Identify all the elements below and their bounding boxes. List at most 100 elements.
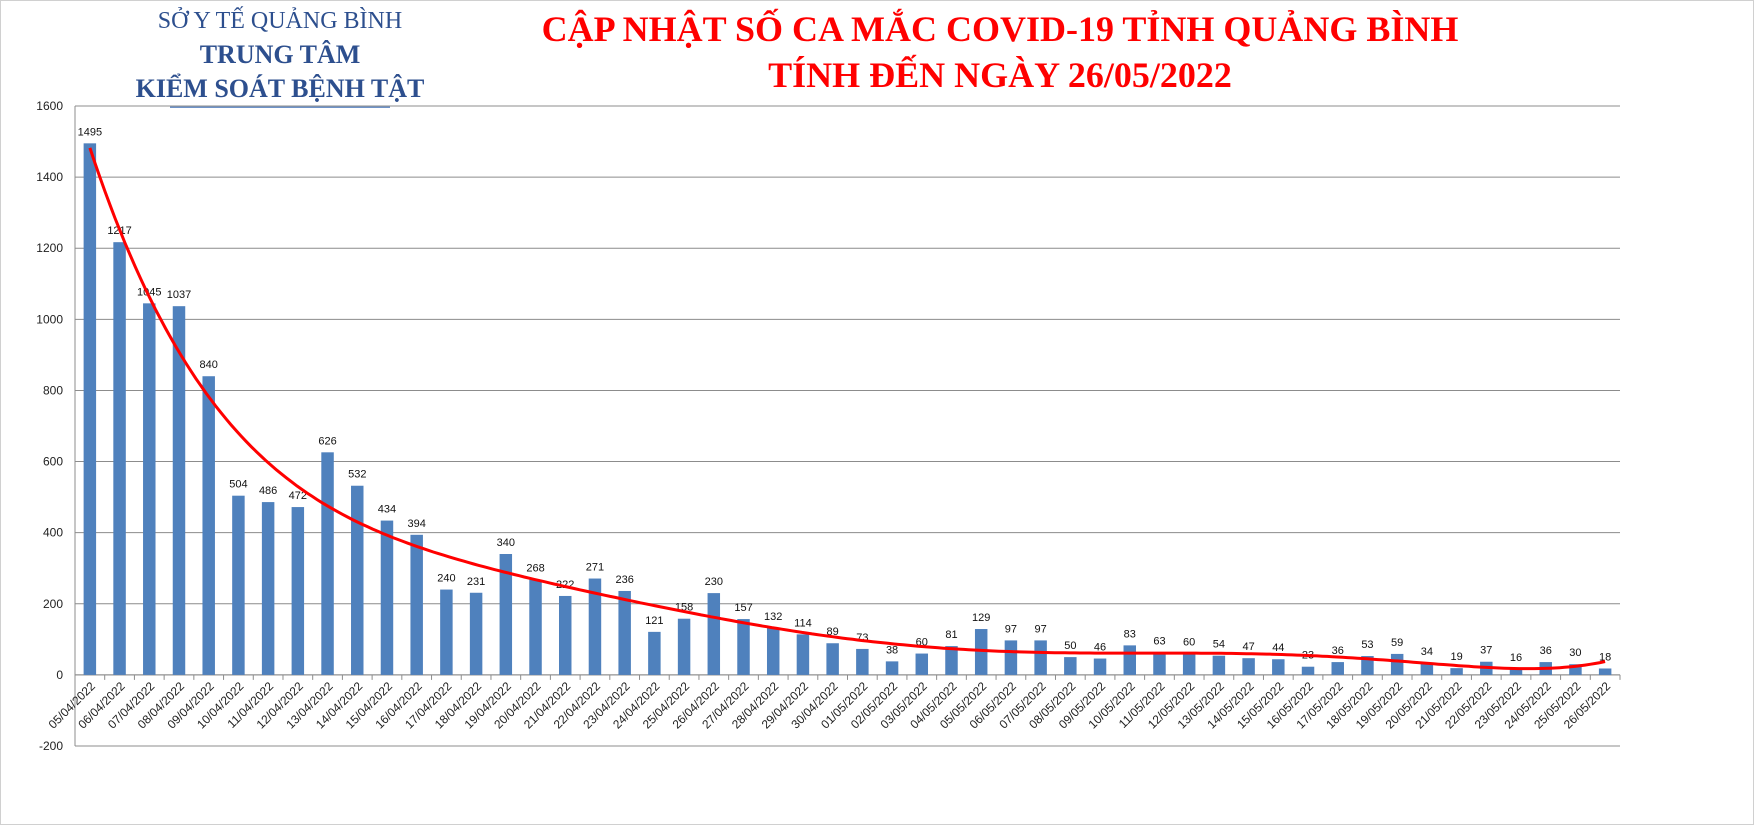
chart-title-line1: CẬP NHẬT SỐ CA MẮC COVID-19 TỈNH QUẢNG B… bbox=[541, 9, 1459, 49]
data-label: 472 bbox=[289, 490, 307, 502]
bar bbox=[677, 618, 691, 675]
data-label: 434 bbox=[378, 504, 396, 516]
bar bbox=[321, 452, 334, 675]
data-label: 59 bbox=[1391, 637, 1403, 649]
bar bbox=[974, 629, 988, 675]
y-tick-label: 400 bbox=[43, 526, 63, 540]
data-label: 46 bbox=[1094, 642, 1106, 654]
data-label: 53 bbox=[1361, 639, 1373, 651]
data-label: 63 bbox=[1153, 635, 1165, 647]
bar bbox=[915, 653, 929, 675]
data-label: 132 bbox=[764, 611, 782, 623]
y-tick-label: 0 bbox=[56, 668, 63, 682]
data-label: 60 bbox=[1183, 637, 1195, 649]
bar bbox=[856, 648, 869, 675]
data-label: 121 bbox=[645, 615, 663, 627]
bar bbox=[410, 534, 423, 675]
bar bbox=[1064, 657, 1077, 675]
data-label: 240 bbox=[437, 573, 455, 585]
data-label: 626 bbox=[318, 435, 336, 447]
data-label: 1045 bbox=[137, 286, 161, 298]
data-label: 486 bbox=[259, 485, 277, 497]
bar bbox=[1153, 652, 1166, 675]
bar bbox=[618, 590, 631, 675]
bar bbox=[1301, 666, 1315, 675]
data-label: 129 bbox=[972, 612, 990, 624]
org-center-name: KIỂM SOÁT BỆNH TẬT bbox=[135, 74, 425, 103]
bar bbox=[588, 578, 602, 675]
data-label: 44 bbox=[1272, 642, 1284, 654]
organization-block: SỞ Y TẾ QUẢNG BÌNH TRUNG TÂM KIỂM SOÁT B… bbox=[110, 4, 450, 108]
data-label: 236 bbox=[615, 574, 633, 586]
bar bbox=[499, 554, 513, 675]
data-label: 38 bbox=[886, 644, 898, 656]
y-tick-label: 600 bbox=[43, 455, 63, 469]
y-tick-label: 800 bbox=[43, 383, 63, 397]
data-label: 36 bbox=[1332, 645, 1344, 657]
bar bbox=[1182, 653, 1196, 675]
y-tick-label: 1000 bbox=[36, 312, 63, 326]
bar bbox=[1212, 655, 1226, 675]
bar bbox=[1331, 662, 1344, 675]
data-label: 19 bbox=[1450, 651, 1462, 663]
y-tick-label: 1200 bbox=[36, 241, 63, 255]
data-label: 340 bbox=[497, 537, 515, 549]
bar bbox=[885, 661, 899, 675]
bar bbox=[766, 627, 780, 675]
bar bbox=[559, 595, 572, 675]
data-label: 1495 bbox=[78, 126, 102, 138]
bar bbox=[113, 242, 126, 675]
bar bbox=[796, 634, 810, 675]
bar bbox=[529, 579, 542, 675]
bar bbox=[1569, 664, 1582, 675]
data-label: 81 bbox=[945, 629, 957, 641]
data-label: 504 bbox=[229, 479, 247, 491]
chart-title: CẬP NHẬT SỐ CA MẮC COVID-19 TỈNH QUẢNG B… bbox=[450, 6, 1550, 98]
bar bbox=[1361, 656, 1374, 675]
data-label: 34 bbox=[1421, 646, 1433, 658]
data-label: 50 bbox=[1064, 640, 1076, 652]
bar bbox=[1509, 669, 1523, 675]
chart-title-line2: TÍNH ĐẾN NGÀY 26/05/2022 bbox=[768, 55, 1232, 95]
bar bbox=[440, 589, 453, 675]
org-center: TRUNG TÂM bbox=[199, 40, 361, 69]
data-label: 97 bbox=[1035, 623, 1047, 635]
bar bbox=[143, 303, 156, 675]
bar bbox=[648, 631, 661, 675]
bar bbox=[380, 520, 394, 675]
data-label: 18 bbox=[1599, 651, 1611, 663]
bar bbox=[1123, 645, 1136, 675]
data-label: 268 bbox=[526, 563, 544, 575]
bar bbox=[291, 507, 305, 675]
data-label: 36 bbox=[1540, 645, 1552, 657]
data-label: 840 bbox=[200, 359, 218, 371]
data-label: 97 bbox=[1005, 623, 1017, 635]
y-tick-label: 200 bbox=[43, 597, 63, 611]
bar bbox=[1093, 658, 1107, 675]
bar bbox=[261, 502, 275, 675]
data-label: 30 bbox=[1569, 647, 1581, 659]
data-label: 37 bbox=[1480, 645, 1492, 657]
bar bbox=[1242, 658, 1255, 675]
bar bbox=[202, 376, 215, 675]
org-department: SỞ Y TẾ QUẢNG BÌNH bbox=[157, 8, 403, 34]
data-label: 114 bbox=[794, 617, 812, 629]
data-label: 1037 bbox=[167, 289, 191, 301]
bar bbox=[83, 143, 97, 675]
bar bbox=[945, 646, 958, 675]
bar bbox=[737, 619, 750, 675]
data-label: 230 bbox=[705, 576, 723, 588]
bar bbox=[826, 643, 839, 675]
data-label: 271 bbox=[586, 562, 604, 574]
bar bbox=[1034, 640, 1047, 675]
y-tick-label: -200 bbox=[39, 739, 63, 753]
bar bbox=[172, 306, 186, 675]
data-label: 16 bbox=[1510, 652, 1522, 664]
data-label: 231 bbox=[467, 576, 485, 588]
bar bbox=[469, 592, 483, 675]
data-label: 83 bbox=[1124, 628, 1136, 640]
bar bbox=[1420, 662, 1434, 675]
bar bbox=[1450, 668, 1463, 675]
trendline bbox=[88, 147, 1606, 671]
